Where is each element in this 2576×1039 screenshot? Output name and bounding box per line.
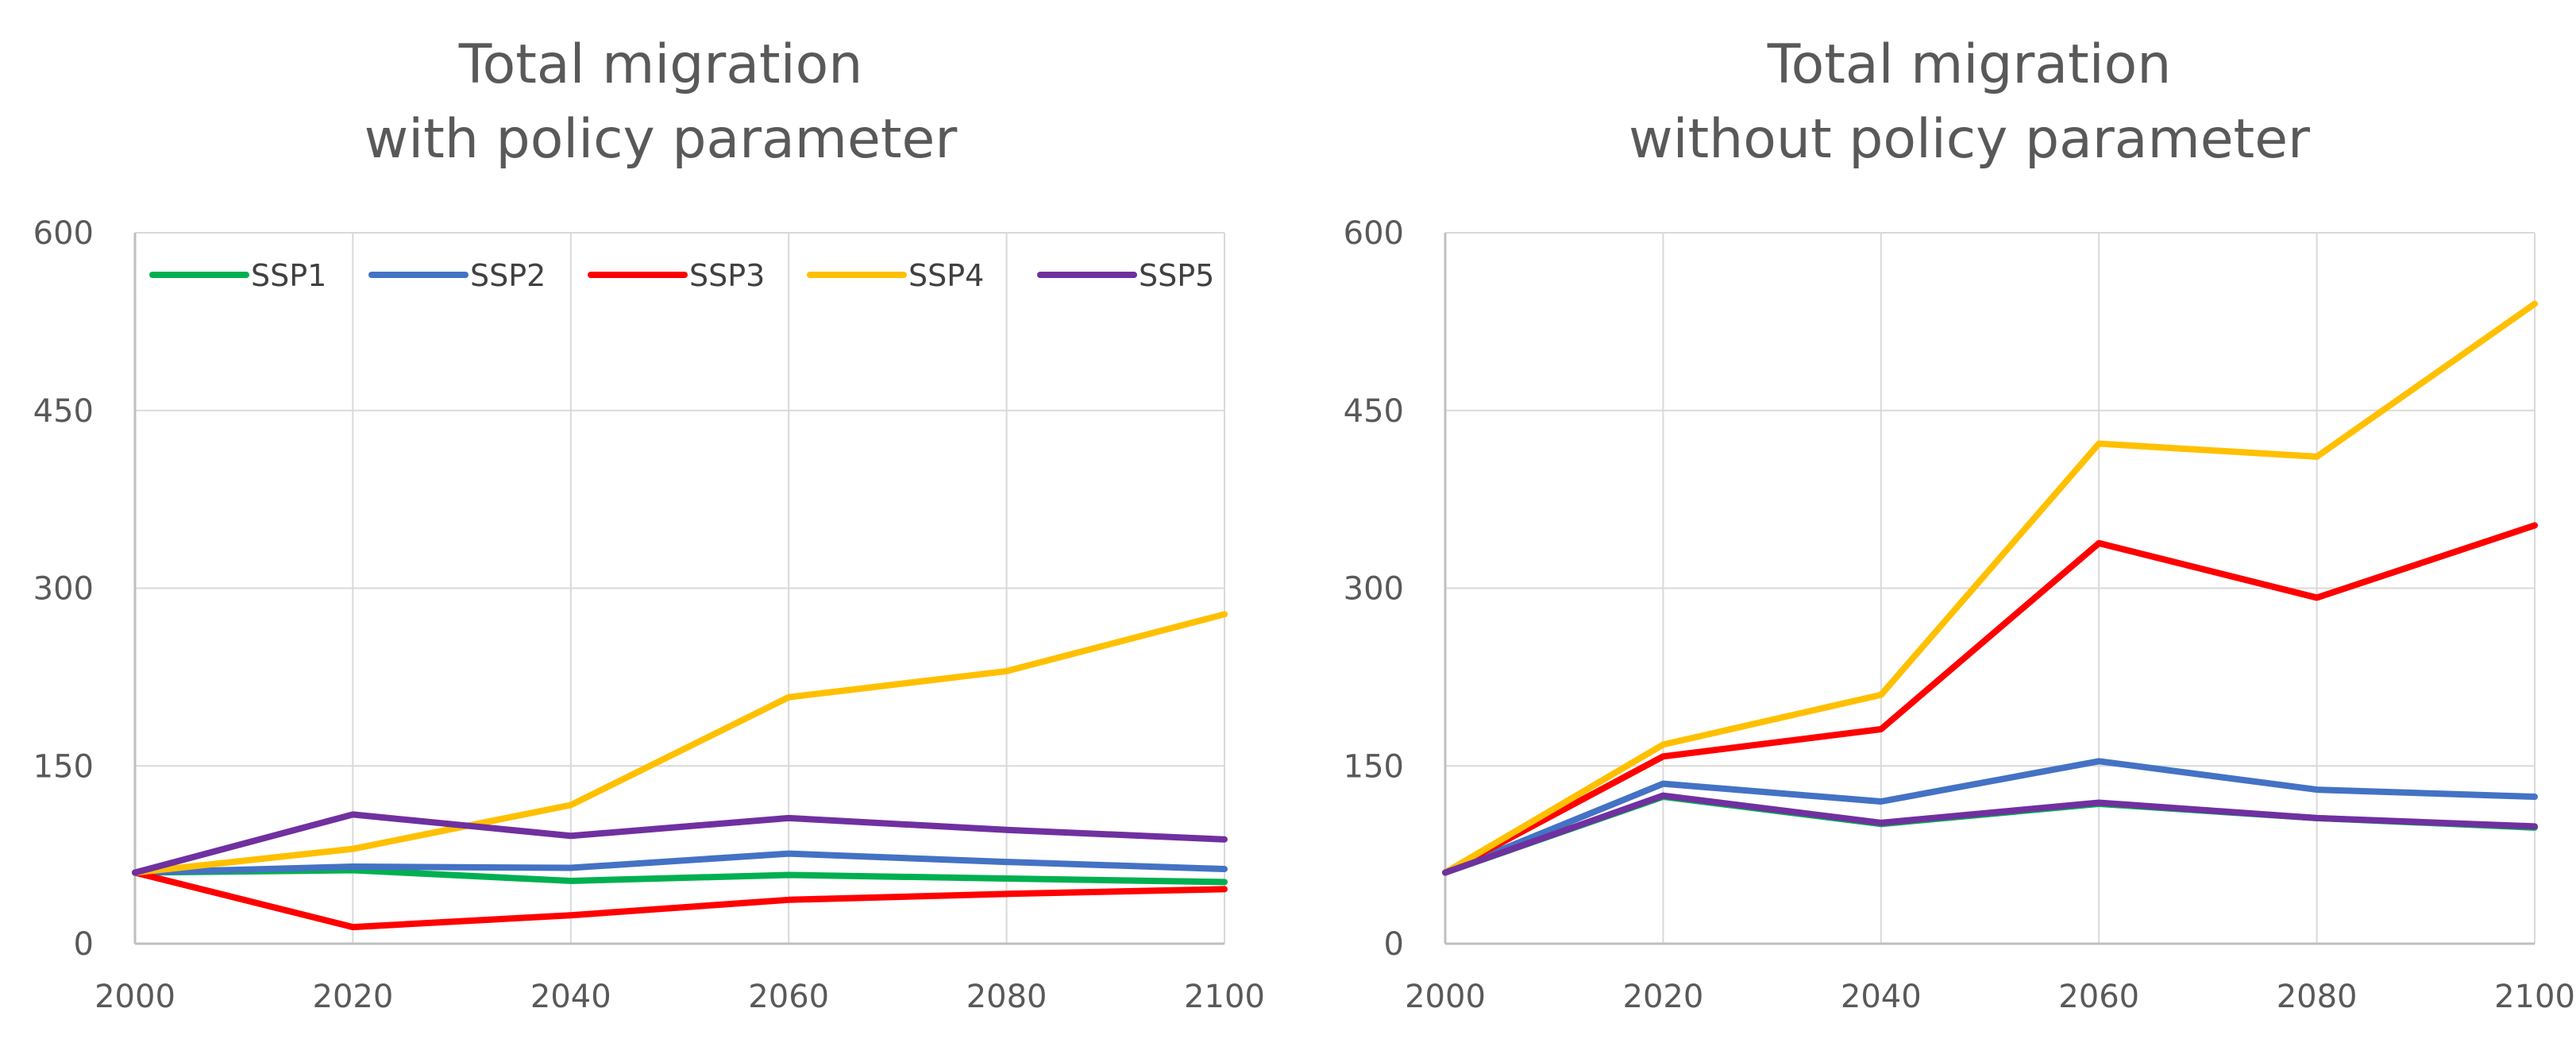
x-tick-label: 2000	[1405, 979, 1486, 1015]
legend-label: SSP2	[470, 258, 546, 293]
series-line-ssp2	[1442, 758, 2538, 876]
x-tick-label: 2060	[748, 979, 829, 1015]
y-tick-label: 0	[74, 926, 94, 963]
plot-area: 0 150 300 450 600 2000 2020 2040 2060 2080 2100 SSP…	[33, 215, 1265, 1015]
series-line-ssp1	[132, 867, 1228, 886]
legend-label: SSP4	[908, 258, 984, 293]
x-tick-label: 2040	[530, 979, 611, 1015]
y-tick-label: 300	[1344, 571, 1404, 608]
legend-item-ssp3: SSP3	[588, 258, 765, 293]
y-tick-label: 600	[1344, 215, 1404, 252]
y-tick-label: 150	[1344, 748, 1404, 785]
series-line-ssp3	[1442, 522, 2538, 876]
series-line-ssp5	[132, 811, 1228, 876]
y-tick-label: 450	[1344, 393, 1404, 430]
series-line-ssp2	[132, 850, 1228, 876]
chart-with-policy: Total migration with policy parameter 0 1…	[33, 33, 1265, 1015]
legend: SSP1 SSP2 SSP3 SSP4 SSP5	[149, 258, 1214, 293]
x-tick-label: 2080	[2277, 979, 2358, 1015]
chart-title-line2: with policy parameter	[364, 108, 958, 171]
y-tick-label: 450	[33, 393, 94, 430]
plot-area: 0 150 300 450 600 2000 2020 2040 2060 2080 2100	[1344, 215, 2575, 1015]
series-line-ssp4	[1442, 300, 2538, 876]
x-tick-label: 2060	[2058, 979, 2139, 1015]
x-tick-label: 2020	[1623, 979, 1704, 1015]
series-line-ssp4	[132, 611, 1228, 876]
x-tick-label: 2080	[966, 979, 1047, 1015]
series-line-ssp3	[132, 869, 1228, 931]
x-tick-label: 2000	[94, 979, 175, 1015]
chart-title-line1: Total migration	[458, 33, 863, 96]
legend-label: SSP3	[689, 258, 765, 293]
legend-label: SSP1	[251, 258, 326, 293]
x-tick-label: 2100	[1184, 979, 1265, 1015]
chart-without-policy: Total migration without policy parameter…	[1344, 33, 2575, 1015]
legend-item-ssp1: SSP1	[149, 258, 326, 293]
y-tick-label: 600	[33, 215, 94, 252]
x-tick-label: 2040	[1841, 979, 1922, 1015]
x-tick-label: 2100	[2494, 979, 2575, 1015]
y-tick-label: 150	[33, 748, 94, 785]
y-tick-label: 300	[33, 571, 94, 608]
legend-label: SSP5	[1139, 258, 1214, 293]
series-line-ssp5	[1442, 792, 2538, 876]
chart-title-line2: without policy parameter	[1629, 108, 2310, 171]
legend-item-ssp5: SSP5	[1037, 258, 1214, 293]
legend-item-ssp2: SSP2	[368, 258, 546, 293]
legend-item-ssp4: SSP4	[807, 258, 984, 293]
x-tick-label: 2020	[313, 979, 394, 1015]
y-tick-label: 0	[1384, 926, 1404, 963]
chart-title-line1: Total migration	[1767, 33, 2172, 96]
